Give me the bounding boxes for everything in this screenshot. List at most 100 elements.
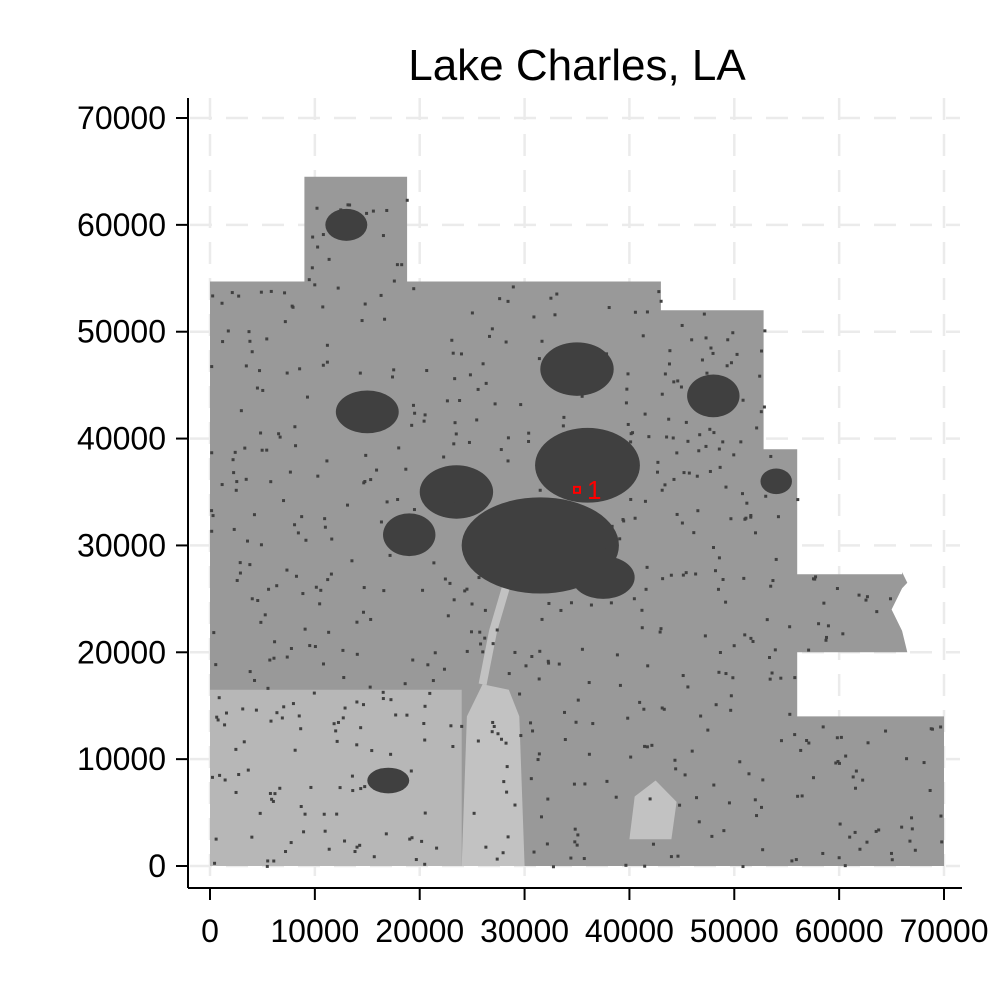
development-speck: [594, 431, 598, 435]
development-speck: [767, 482, 771, 486]
development-speck: [656, 470, 660, 474]
development-speck: [686, 685, 690, 689]
development-speck: [513, 650, 517, 654]
development-speck: [779, 739, 783, 743]
development-speck: [383, 317, 387, 321]
development-speck: [323, 517, 327, 521]
development-speck: [321, 662, 325, 666]
development-speck: [255, 386, 259, 390]
development-speck: [647, 435, 651, 439]
development-speck: [588, 435, 592, 439]
development-speck: [875, 610, 879, 614]
development-speck: [794, 858, 798, 862]
development-speck: [505, 765, 509, 769]
development-speck: [853, 786, 857, 790]
development-speck: [761, 778, 765, 782]
development-speck: [579, 494, 583, 498]
development-speck: [755, 426, 759, 430]
development-speck: [269, 719, 273, 723]
marker-layer: 1: [573, 475, 601, 505]
development-speck: [790, 859, 794, 863]
development-speck: [346, 203, 350, 207]
development-speck: [640, 626, 644, 630]
development-speck: [296, 531, 300, 535]
development-speck: [663, 372, 667, 376]
development-speck: [329, 572, 333, 576]
development-speck: [414, 858, 418, 862]
development-speck: [375, 468, 379, 472]
development-speck: [532, 850, 536, 854]
development-speck: [731, 676, 735, 680]
development-speck: [275, 584, 279, 588]
development-speck: [411, 403, 415, 407]
development-speck: [729, 517, 733, 521]
development-speck: [327, 847, 331, 851]
development-speck: [643, 864, 647, 868]
development-speck: [303, 812, 307, 816]
development-speck: [643, 412, 647, 416]
development-speck: [651, 842, 655, 846]
development-speck: [722, 829, 726, 833]
development-speck: [900, 825, 904, 829]
development-speck: [610, 524, 614, 528]
development-speck: [476, 387, 480, 391]
development-speck: [323, 525, 327, 529]
development-speck: [335, 739, 339, 743]
development-speck: [889, 851, 893, 855]
development-speck: [711, 546, 715, 550]
development-speck: [553, 313, 557, 317]
development-speck: [448, 581, 452, 585]
development-speck: [675, 451, 679, 455]
development-speck: [454, 502, 458, 506]
development-speck: [669, 573, 673, 577]
development-speck: [580, 394, 584, 398]
development-speck: [518, 692, 522, 696]
development-speck: [501, 851, 505, 855]
development-speck: [214, 663, 218, 667]
development-speck: [661, 577, 665, 581]
development-speck: [537, 357, 541, 361]
development-speck: [537, 752, 541, 756]
development-speck: [540, 339, 544, 343]
development-speck: [499, 448, 503, 452]
development-speck: [238, 571, 242, 575]
development-speck: [761, 848, 765, 852]
development-speck: [910, 816, 914, 820]
lake-patch: [629, 780, 677, 840]
development-speck: [458, 398, 462, 402]
point-marker-label: 1: [587, 475, 601, 505]
development-speck: [362, 586, 366, 590]
development-speck: [353, 850, 357, 854]
development-speck: [908, 839, 912, 843]
development-speck: [732, 644, 736, 648]
development-speck: [822, 601, 826, 605]
development-speck: [844, 754, 848, 758]
development-speck: [538, 488, 542, 492]
development-speck: [765, 618, 769, 622]
development-speck: [667, 362, 671, 366]
development-speck: [321, 233, 325, 237]
development-speck: [773, 648, 777, 652]
development-speck: [283, 291, 287, 295]
development-speck: [858, 847, 862, 851]
development-speck: [763, 329, 767, 333]
development-speck: [711, 351, 715, 355]
development-speck: [718, 651, 722, 655]
river-channel: [461, 684, 525, 866]
development-speck: [311, 235, 315, 239]
development-speck: [285, 568, 289, 572]
development-speck: [493, 402, 497, 406]
development-speck: [405, 713, 409, 717]
development-speck: [866, 741, 870, 745]
development-speck: [529, 777, 533, 781]
development-speck: [519, 403, 523, 407]
development-speck: [505, 790, 509, 794]
development-speck: [681, 573, 685, 577]
development-speck: [210, 451, 214, 455]
development-speck: [672, 380, 676, 384]
development-speck: [569, 856, 573, 860]
development-speck: [470, 602, 474, 606]
development-speck: [315, 206, 319, 210]
development-speck: [712, 783, 716, 787]
development-speck: [459, 352, 463, 356]
